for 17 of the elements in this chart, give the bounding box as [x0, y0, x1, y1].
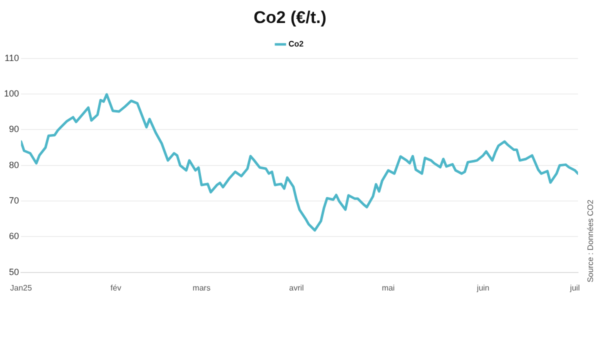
y-tick-label: 80 — [9, 160, 20, 170]
chart-title: Co2 (€/t.) — [254, 8, 326, 27]
x-tick-label: Jan25 — [10, 283, 32, 292]
x-tick-label: mars — [192, 283, 210, 292]
x-tick-label: fév — [110, 283, 122, 292]
y-tick-label: 70 — [9, 196, 20, 206]
y-tick-label: 110 — [4, 52, 20, 63]
y-tick-label: 100 — [4, 88, 20, 99]
x-tick-label: mai — [382, 283, 395, 292]
y-tick-label: 90 — [9, 124, 20, 134]
legend-label: Co2 — [288, 40, 304, 49]
x-tick-label: juin — [476, 283, 490, 292]
x-tick-label: juil — [569, 283, 580, 292]
source-note: Source : Données CO2 — [586, 199, 596, 282]
x-tick-label: avril — [289, 283, 304, 292]
y-tick-label: 50 — [9, 266, 20, 277]
y-tick-label: 60 — [9, 231, 20, 242]
